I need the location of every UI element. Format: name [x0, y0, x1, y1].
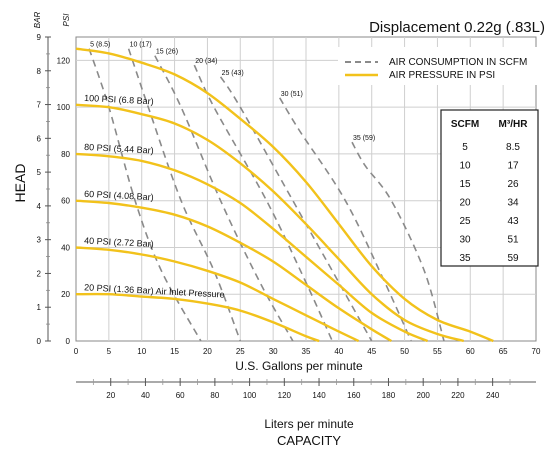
x-tick-label: 0 — [74, 347, 79, 356]
scfm-table-cell: 35 — [459, 253, 471, 264]
scfm-table: SCFM M³/HR 5 8.5 10 17 15 26 20 34 25 43 30 51 35 59 — [440, 109, 539, 267]
lpm-tick-label: 40 — [141, 391, 150, 400]
scfm-table-cell: 10 — [459, 161, 471, 172]
pressure-curve — [75, 199, 392, 343]
x-tick-label: 40 — [334, 347, 343, 356]
y-psi-tick-label: 80 — [61, 150, 70, 159]
y-bar-tick-label: 8 — [37, 67, 42, 76]
lpm-tick-label: 200 — [417, 391, 431, 400]
axes-layer: 0 5 10 15 20 25 30 35 40 45 50 55 60 65 70020406080100… — [37, 33, 541, 400]
capacity-label: CAPACITY — [277, 433, 341, 448]
scfm-line — [127, 48, 242, 342]
y-bar-tick-label: 4 — [37, 202, 42, 211]
lpm-tick-label: 220 — [451, 391, 465, 400]
x-tick-label: 45 — [367, 347, 376, 356]
lpm-tick-label: 140 — [312, 391, 326, 400]
lpm-tick-label: 20 — [106, 391, 115, 400]
lpm-tick-label: 240 — [486, 391, 500, 400]
y-psi-tick-label: 40 — [61, 243, 70, 252]
x2-axis-label: Liters per minute — [264, 417, 354, 431]
x-tick-label: 35 — [302, 347, 311, 356]
scfm-line-label: 15 (26) — [156, 49, 178, 56]
y-bar-tick-label: 3 — [37, 236, 42, 245]
y-axis-label: HEAD — [12, 164, 28, 203]
y-psi-tick-label: 100 — [57, 103, 71, 112]
scfm-line — [279, 97, 412, 342]
lpm-tick-label: 160 — [347, 391, 361, 400]
pressure-curve-label: 80 PSI (5.44 Bar) — [84, 142, 154, 156]
pressure-curve — [75, 246, 360, 343]
y-bar-tick-label: 2 — [37, 269, 42, 278]
scfm-table-cell: 5 — [462, 142, 468, 153]
y-psi-tick-label: 60 — [61, 197, 70, 206]
scfm-line-label: 10 (17) — [130, 42, 152, 49]
scfm-table-cell: 43 — [507, 216, 519, 227]
scfm-table-cell: 25 — [459, 216, 471, 227]
scfm-line — [219, 76, 373, 342]
x-tick-label: 55 — [433, 347, 442, 356]
x-tick-label: 20 — [203, 347, 212, 356]
scfm-table-cell: 59 — [507, 253, 519, 264]
scfm-table-cell: 30 — [459, 235, 471, 246]
y-bar-tick-label: 5 — [37, 168, 42, 177]
x-tick-label: 10 — [137, 347, 146, 356]
scfm-table-cell: 15 — [459, 179, 471, 190]
scfm-line-label: 35 (59) — [353, 135, 375, 142]
scfm-table-cell: 20 — [459, 198, 471, 209]
legend: AIR CONSUMPTION IN SCFM AIR PRESSURE IN … — [338, 47, 538, 85]
scfm-line — [351, 141, 445, 342]
x-tick-label: 30 — [269, 347, 278, 356]
x-tick-label: 25 — [236, 347, 245, 356]
scfm-table-cell: 34 — [507, 198, 519, 209]
scfm-line — [154, 55, 294, 342]
y-bar-tick-label: 7 — [37, 101, 42, 110]
pressure-curve-label: 40 PSI (2.72 Bar) — [84, 235, 154, 249]
y-psi-tick-label: 0 — [66, 337, 71, 346]
legend-entry-air-pressure: AIR PRESSURE IN PSI — [389, 70, 495, 81]
y-bar-tick-label: 6 — [37, 134, 42, 143]
lpm-tick-label: 120 — [278, 391, 292, 400]
x-tick-label: 5 — [107, 347, 112, 356]
lpm-tick-label: 100 — [243, 391, 257, 400]
lpm-tick-label: 180 — [382, 391, 396, 400]
scfm-table-cell: 17 — [507, 161, 519, 172]
pressure-curve — [75, 103, 465, 343]
scfm-table-header: SCFM — [451, 119, 479, 130]
scfm-line-label: 30 (51) — [281, 91, 303, 98]
y-bar-tick-label: 1 — [37, 303, 42, 312]
chart-title: Displacement 0.22g (.83L) — [369, 19, 545, 36]
y-bar-unit-label: BAR — [33, 12, 42, 29]
x-tick-label: 65 — [499, 347, 508, 356]
scfm-line-label: 20 (34) — [195, 58, 217, 65]
y-psi-tick-label: 20 — [61, 290, 70, 299]
scfm-line — [193, 64, 334, 342]
y-bar-tick-label: 0 — [37, 337, 42, 346]
scfm-table-cell: 8.5 — [506, 142, 520, 153]
x-axis-label: U.S. Gallons per minute — [235, 359, 363, 373]
pressure-curve — [75, 47, 494, 343]
lpm-tick-label: 60 — [176, 391, 185, 400]
scfm-table-frame — [440, 109, 539, 267]
x-tick-label: 15 — [170, 347, 179, 356]
pressure-curve-label: 60 PSI (4.08 Bar) — [84, 189, 154, 203]
x-tick-label: 60 — [466, 347, 475, 356]
scfm-table-cell: 26 — [507, 179, 519, 190]
scfm-line-label: 5 (8.5) — [90, 42, 110, 49]
pressure-curve — [75, 292, 320, 343]
legend-entry-air-consumption: AIR CONSUMPTION IN SCFM — [389, 57, 527, 68]
pressure-curve-label: 100 PSI (6.8 Bar) — [84, 93, 154, 107]
scfm-line-label: 25 (43) — [222, 70, 244, 77]
scfm-line — [88, 48, 202, 342]
y-psi-unit-label: PSI — [62, 13, 71, 27]
scfm-table-header: M³/HR — [499, 119, 529, 130]
series-layer: 5 (8.5) 10 (17) 15 (26) 20 (34) 25 (43) 30 (5… — [75, 42, 494, 343]
lpm-tick-label: 80 — [210, 391, 219, 400]
y-psi-tick-label: 120 — [57, 56, 71, 65]
x-tick-label: 50 — [400, 347, 409, 356]
y-bar-tick-label: 9 — [37, 33, 42, 42]
pressure-curve — [75, 152, 429, 343]
x-tick-label: 70 — [532, 347, 541, 356]
scfm-table-cell: 51 — [507, 235, 519, 246]
